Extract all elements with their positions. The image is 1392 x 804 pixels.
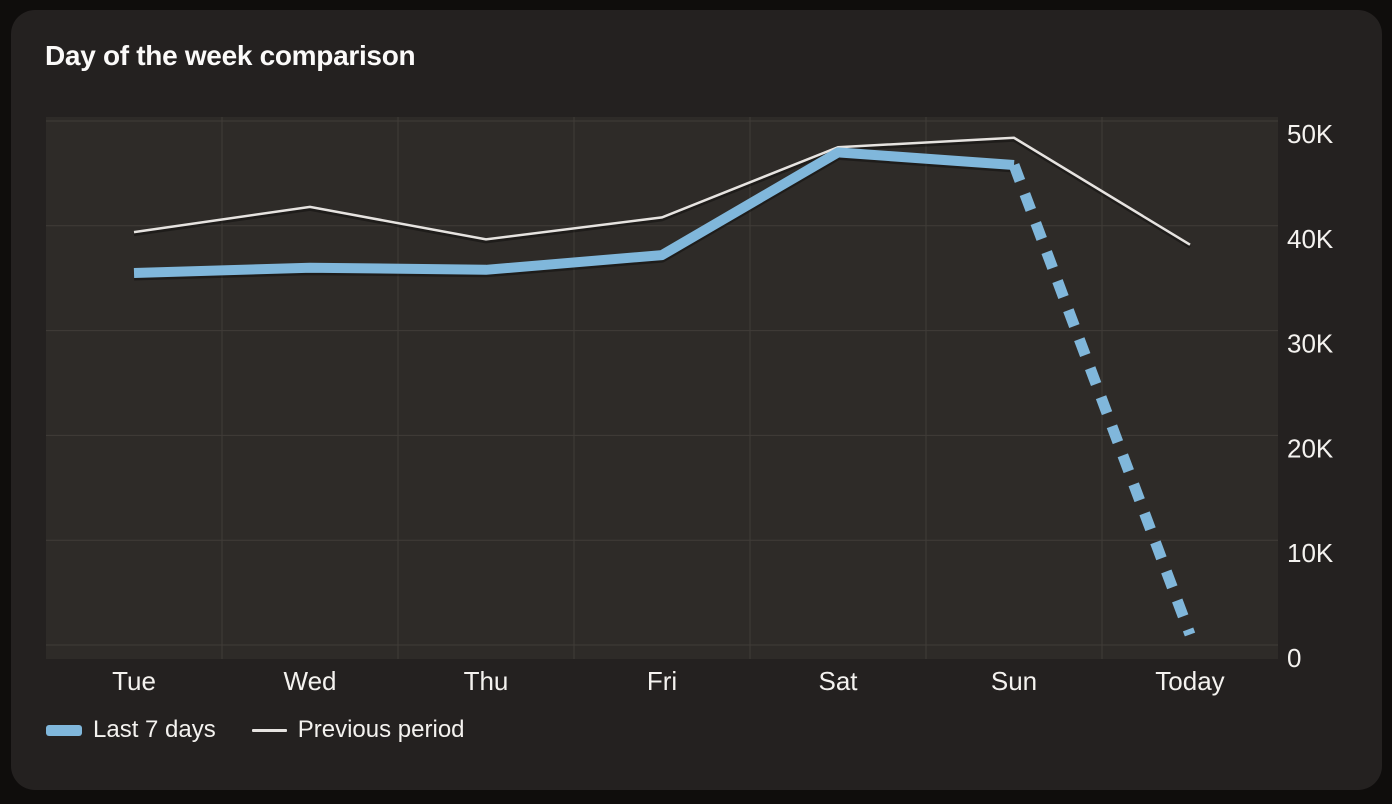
x-axis-day-label: Fri [647, 666, 677, 696]
y-axis-tick-label: 50K [1287, 119, 1334, 149]
previous-period-line[interactable] [133, 136, 1191, 246]
legend-label-previous-period: Previous period [297, 716, 465, 743]
last-7-days-projection-dashed-line[interactable] [1008, 163, 1196, 637]
legend-item-last-7-days: Last 7 days [46, 716, 216, 744]
x-axis-day-label: Sat [818, 666, 858, 696]
x-axis-day-label: Wed [284, 666, 337, 696]
chart-title: Day of the week comparison [45, 40, 416, 71]
last-7-days-line-swatch-icon [46, 724, 82, 736]
previous-period-line-swatch-icon [251, 728, 287, 732]
y-axis-tick-label: 40K [1287, 224, 1334, 254]
y-axis-tick-label: 10K [1287, 538, 1334, 568]
chart-legend: Last 7 days Previous period [46, 716, 465, 744]
x-axis-day-label: Tue [112, 666, 156, 696]
legend-label-last-7-days: Last 7 days [93, 716, 216, 743]
last-7-days-line[interactable] [133, 147, 1015, 278]
previous-period-line-shadow [133, 138, 1191, 249]
x-axis-day-label: Sun [991, 666, 1037, 696]
plot-area-background [46, 117, 1278, 659]
y-axis-tick-label: 30K [1287, 329, 1334, 359]
y-axis-tick-label: 20K [1287, 433, 1334, 463]
x-axis-day-label: Today [1155, 666, 1224, 696]
y-axis-tick-label: 0 [1287, 643, 1301, 673]
x-axis-day-label: Thu [464, 666, 509, 696]
legend-item-previous-period: Previous period [251, 716, 465, 744]
